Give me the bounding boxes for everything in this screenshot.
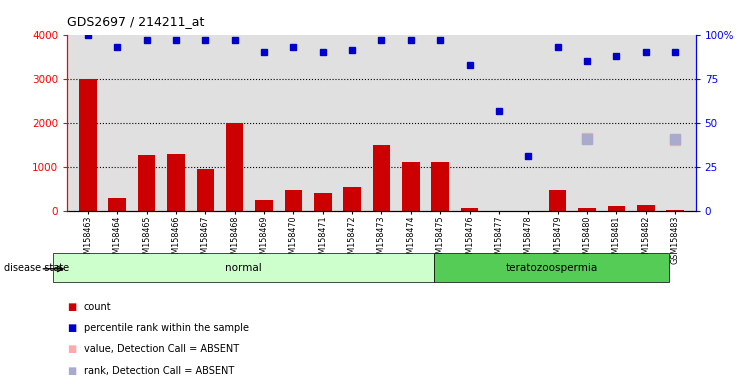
Bar (490, 210, 508, 211)
Bar (52, 253, 435, 282)
Text: GDS2697 / 214211_at: GDS2697 / 214211_at (67, 15, 205, 28)
Text: ■: ■ (67, 344, 76, 354)
Bar (549, 190, 566, 211)
Text: ■: ■ (67, 323, 76, 333)
Bar (314, 193, 331, 211)
Text: percentile rank within the sample: percentile rank within the sample (84, 323, 249, 333)
Text: count: count (84, 302, 111, 312)
Bar (578, 208, 596, 211)
Bar (637, 205, 654, 211)
Bar (607, 206, 625, 211)
Text: ■: ■ (67, 366, 76, 376)
Text: teratozoospermia: teratozoospermia (506, 263, 598, 273)
Bar (432, 162, 449, 211)
Bar (402, 162, 420, 211)
Bar (226, 123, 244, 211)
Text: rank, Detection Call = ABSENT: rank, Detection Call = ABSENT (84, 366, 234, 376)
Bar (138, 155, 156, 211)
Bar (255, 200, 273, 211)
Bar (666, 210, 684, 211)
Text: value, Detection Call = ABSENT: value, Detection Call = ABSENT (84, 344, 239, 354)
Bar (373, 145, 390, 211)
Bar (108, 198, 126, 211)
Bar (461, 208, 479, 211)
Text: normal: normal (225, 263, 262, 273)
Bar (197, 169, 214, 211)
Text: ■: ■ (67, 302, 76, 312)
Text: disease state: disease state (4, 263, 69, 273)
Bar (343, 187, 361, 211)
Bar (435, 253, 669, 282)
Bar (167, 154, 185, 211)
Bar (284, 190, 302, 211)
Bar (79, 79, 96, 211)
